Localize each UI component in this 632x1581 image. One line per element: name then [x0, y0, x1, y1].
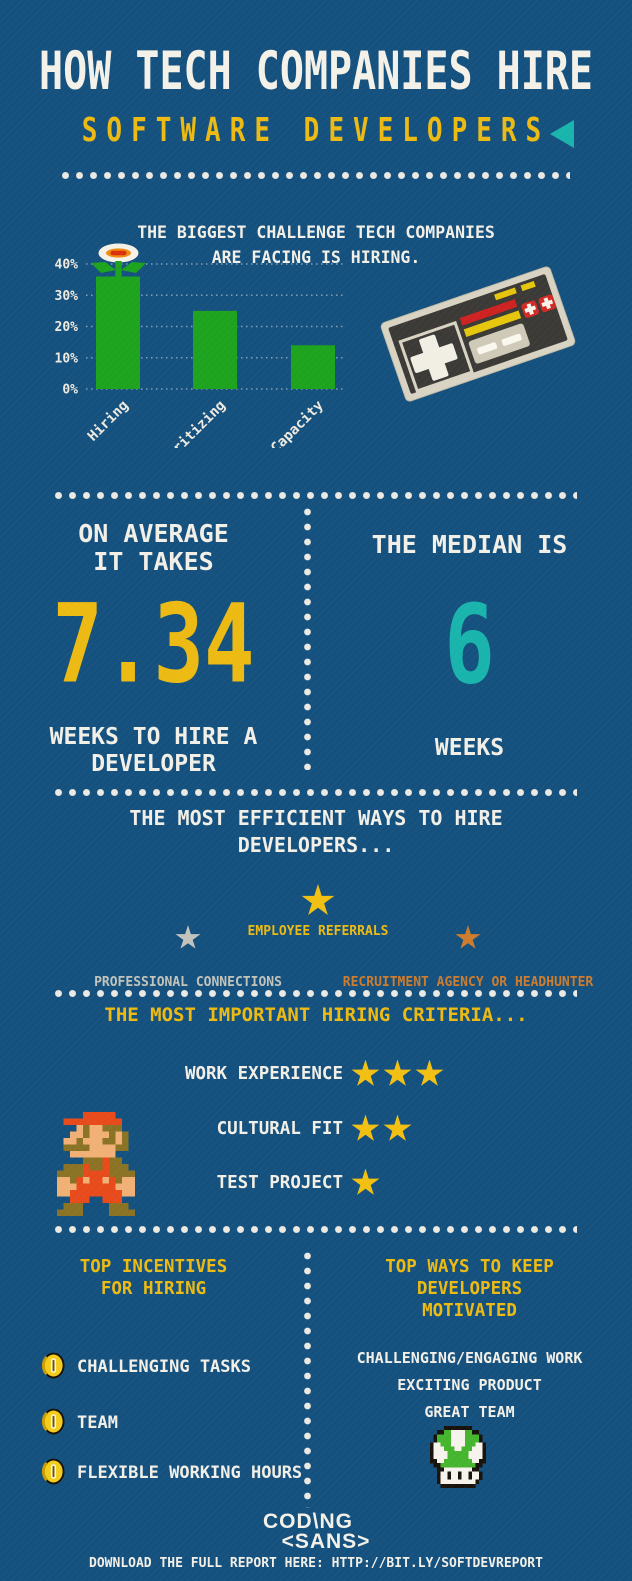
incentive-item: CHALLENGING TASKS — [41, 1352, 251, 1383]
average-stat-block: ON AVERAGE IT TAKES 7.34 WEEKS TO HIRE A… — [0, 505, 307, 778]
svg-text:20%: 20% — [55, 320, 79, 335]
page-title: HOW TECH COMPANIES HIRE — [39, 41, 593, 102]
motivators-heading: TOP WAYS TO KEEP DEVELOPERS MOTIVATED — [385, 1257, 554, 1321]
mario-icon — [56, 1112, 135, 1220]
gold-star-icon — [351, 1059, 380, 1086]
svg-text:0%: 0% — [62, 383, 78, 398]
median-caption: WEEKS — [434, 735, 505, 761]
dotted-divider — [62, 172, 570, 179]
incentive-item: TEAM — [41, 1408, 118, 1439]
efficient-way-label: EMPLOYEE REFERRALS — [247, 924, 389, 939]
gold-star-icon — [383, 1059, 412, 1086]
gold-star-icon — [383, 1114, 412, 1141]
average-caption: WEEKS TO HIRE A DEVELOPER — [49, 724, 258, 777]
median-stat-block: THE MEDIAN IS 6 WEEKS — [307, 505, 632, 762]
gold-star-icon — [351, 1168, 380, 1195]
silver-star-icon — [175, 925, 201, 949]
motivator-item: CHALLENGING/ENGAGING WORK — [356, 1349, 583, 1367]
nes-controller-icon — [379, 265, 577, 403]
dotted-divider — [55, 1226, 577, 1233]
one-up-mushroom-icon — [430, 1426, 487, 1492]
criteria-row-cultural-fit: CULTURAL FIT — [0, 1113, 632, 1145]
coin-icon — [41, 1408, 65, 1439]
bronze-star-icon — [455, 925, 481, 949]
criteria-heading: THE MOST IMPORTANT HIRING CRITERIA... — [104, 1004, 528, 1026]
efficient-way-label: RECRUITMENT AGENCY OR HEADHUNTER — [342, 975, 594, 990]
star-rating — [351, 1059, 444, 1089]
page-subtitle: SOFTWARE DEVELOPERS — [81, 112, 551, 150]
average-value: 7.34 — [52, 580, 255, 708]
dotted-divider — [55, 990, 577, 997]
incentive-item: FLEXIBLE WORKING HOURS — [41, 1458, 302, 1489]
dotted-divider — [55, 789, 577, 796]
download-link[interactable]: DOWNLOAD THE FULL REPORT HERE: HTTP://BI… — [89, 1556, 543, 1571]
challenge-heading-line2: ARE FACING IS HIRING. — [211, 248, 421, 267]
efficient-ways-heading: THE MOST EFFICIENT WAYS TO HIRE DEVELOPE… — [129, 806, 503, 857]
gold-star-icon — [415, 1059, 444, 1086]
incentives-heading: TOP INCENTIVES FOR HIRING — [79, 1257, 228, 1299]
motivator-item: EXCITING PRODUCT — [397, 1376, 542, 1394]
fire-flower-icon — [91, 243, 146, 277]
median-value: 6 — [444, 581, 495, 709]
criteria-row-work-experience: WORK EXPERIENCE — [0, 1058, 632, 1090]
efficient-way-label: PROFESSIONAL CONNECTIONS — [94, 975, 282, 990]
svg-text:Prioritizing: Prioritizing — [146, 398, 229, 448]
efficient-way-rank1: EMPLOYEE REFERRALS — [203, 884, 433, 939]
efficient-way-rank2: PROFESSIONAL CONNECTIONS — [60, 925, 316, 990]
coin-icon — [41, 1458, 65, 1489]
efficient-way-rank3: RECRUITMENT AGENCY OR HEADHUNTER — [330, 925, 606, 990]
dotted-divider — [55, 492, 577, 499]
teal-left-triangle-icon — [550, 120, 574, 148]
star-rating — [351, 1114, 412, 1144]
average-intro: ON AVERAGE IT TAKES — [78, 519, 229, 576]
dotted-vertical-divider — [304, 508, 311, 770]
svg-text:40%: 40% — [55, 258, 79, 273]
svg-text:Capacity: Capacity — [268, 397, 327, 448]
star-rating — [351, 1168, 380, 1198]
motivator-list: CHALLENGING/ENGAGING WORK EXCITING PRODU… — [307, 1345, 632, 1426]
median-intro: THE MEDIAN IS — [371, 530, 568, 559]
dotted-vertical-divider — [304, 1252, 311, 1508]
coding-sans-logo: COD\NG <SANS> — [263, 1510, 371, 1553]
svg-text:Hiring: Hiring — [85, 398, 132, 445]
challenge-heading-line1: THE BIGGEST CHALLENGE TECH COMPANIES — [137, 223, 495, 242]
motivator-item: GREAT TEAM — [424, 1403, 515, 1421]
gold-star-icon — [351, 1114, 380, 1141]
gold-star-icon — [301, 884, 335, 915]
criteria-row-test-project: TEST PROJECT — [0, 1167, 632, 1199]
coin-icon — [41, 1352, 65, 1383]
svg-text:10%: 10% — [55, 351, 79, 366]
challenge-heading: THE BIGGEST CHALLENGE TECH COMPANIES ARE… — [0, 220, 632, 270]
svg-text:30%: 30% — [55, 289, 79, 304]
challenge-bar-chart: 0% 10% 20% 30% 40% Hiring Prioritizing Capacity — [55, 243, 343, 448]
